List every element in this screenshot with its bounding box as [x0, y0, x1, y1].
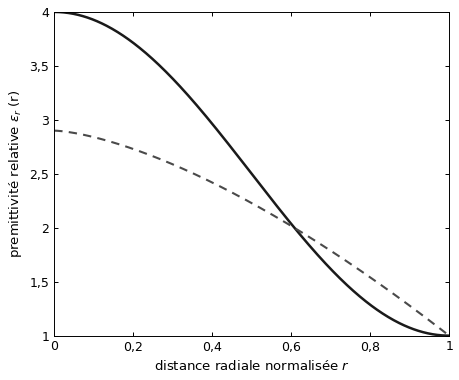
X-axis label: distance radiale normalisée $r$: distance radiale normalisée $r$ [153, 359, 349, 373]
Y-axis label: premittivité relative $\varepsilon_r$ (r): premittivité relative $\varepsilon_r$ (r… [7, 90, 24, 258]
